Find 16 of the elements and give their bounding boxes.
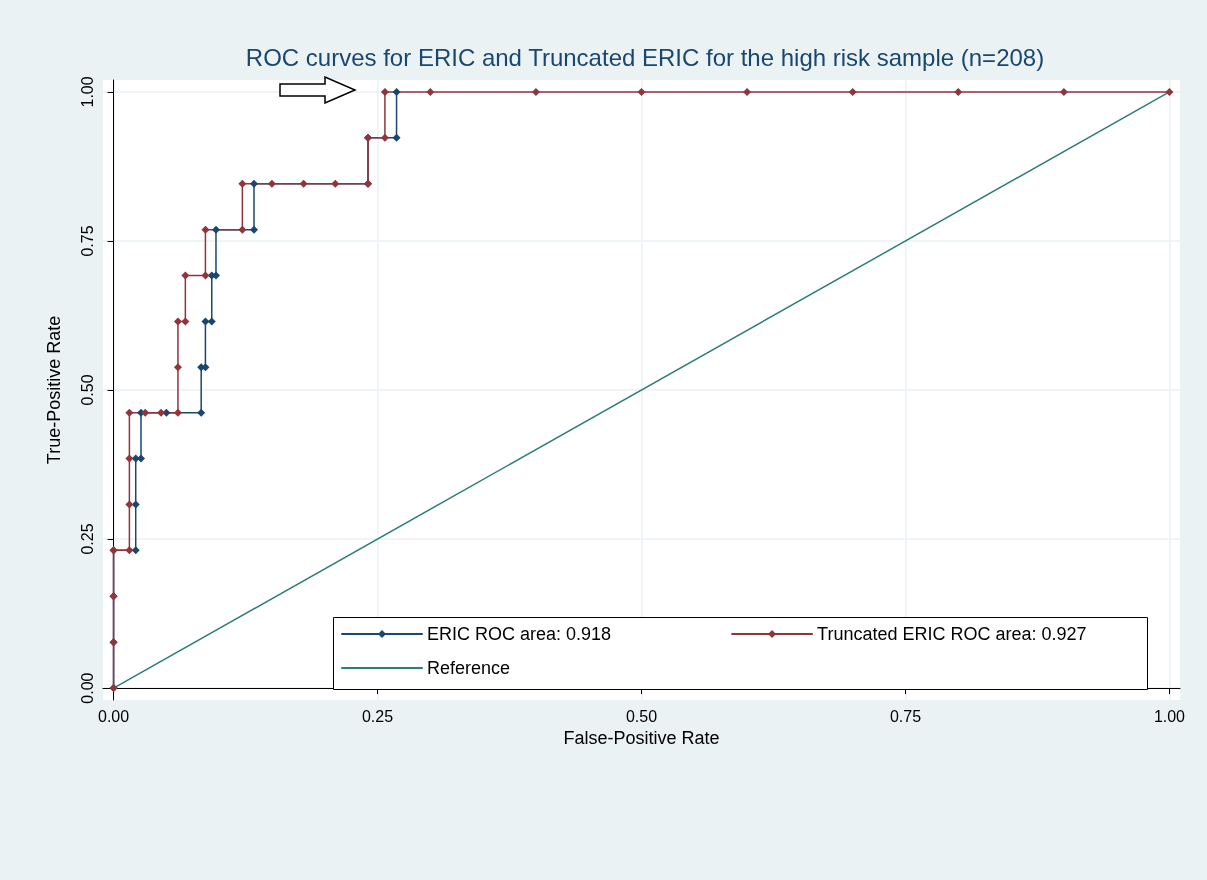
y-tick-label: 1.00	[78, 76, 96, 108]
legend-label: ERIC ROC area: 0.918	[427, 624, 612, 644]
y-tick-label: 0.50	[78, 374, 96, 406]
y-axis-title: True-Positive Rate	[44, 315, 64, 465]
x-tick-label: 1.00	[1153, 707, 1186, 725]
x-tick-label: 0.25	[361, 707, 394, 725]
legend-label: Reference	[427, 658, 511, 678]
x-tick-label: 0.75	[889, 707, 922, 725]
y-tick-label: 0.75	[78, 225, 96, 257]
x-tick-label: 0.50	[625, 707, 658, 725]
chart-title: ROC curves for ERIC and Truncated ERIC for the high risk sample (n=208)	[245, 43, 1045, 71]
x-tick-label: 0.00	[97, 707, 130, 725]
legend-label: Truncated ERIC ROC area: 0.927	[817, 624, 1087, 644]
y-tick-label: 0.25	[78, 523, 96, 555]
y-tick-label: 0.00	[78, 672, 96, 704]
x-axis-title: False-Positive Rate	[563, 727, 720, 748]
